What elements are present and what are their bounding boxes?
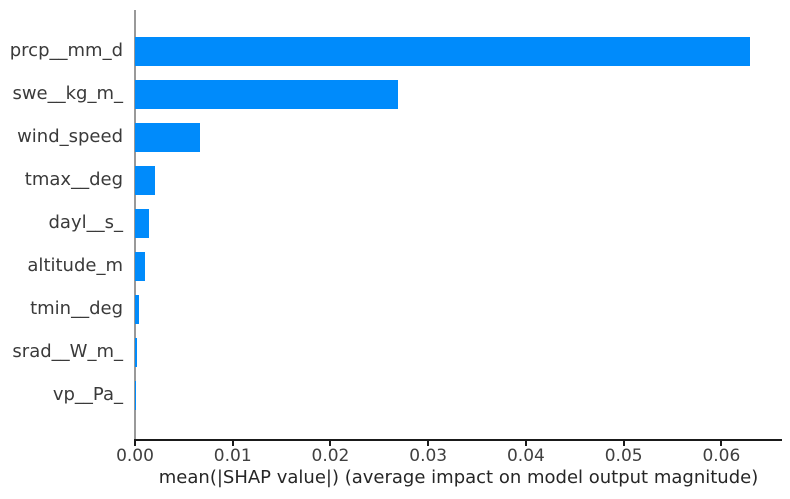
x-tick-label: 0.05 [604,446,643,466]
y-tick-label-dayl__s_: dayl__s_ [48,212,124,233]
bar-wind_speed [135,122,200,152]
x-tick-mark [427,441,430,446]
x-tick-mark [231,441,234,446]
y-tick-label-swe__kg_m_: swe__kg_m_ [12,83,123,104]
y-tick-label-tmax__deg: tmax__deg [24,169,123,190]
x-tick-label: 0.06 [702,446,741,466]
bar-dayl__s_ [135,208,149,238]
bar-tmax__deg [135,165,155,195]
x-axis-line [134,439,782,441]
y-tick-label-vp__Pa_: vp__Pa_ [52,384,123,405]
x-tick-label: 0.02 [311,446,350,466]
y-tick-label-altitude_m: altitude_m [27,255,123,276]
bar-swe__kg_m_ [135,79,398,109]
x-tick-mark [622,441,625,446]
y-tick-label-wind_speed: wind_speed [17,126,123,147]
x-tick-mark [329,441,332,446]
x-tick-mark [720,441,723,446]
y-tick-label-srad__W_m_: srad__W_m_ [12,341,123,362]
x-tick-label: 0.01 [213,446,252,466]
x-tick-mark [134,441,136,446]
y-tick-label-tmin__deg: tmin__deg [30,298,123,319]
x-tick-label: 0.00 [116,446,154,466]
bar-tmin__deg [135,294,139,324]
x-tick-mark [524,441,527,446]
x-tick-label: 0.03 [409,446,448,466]
bar-prcp__mm_d [135,36,750,66]
bar-altitude_m [135,251,145,281]
x-tick-label: 0.04 [506,446,545,466]
bar-srad__W_m_ [135,337,137,367]
y-tick-label-prcp__mm_d: prcp__mm_d [9,40,123,61]
x-axis-label: mean(|SHAP value|) (average impact on mo… [158,467,759,488]
